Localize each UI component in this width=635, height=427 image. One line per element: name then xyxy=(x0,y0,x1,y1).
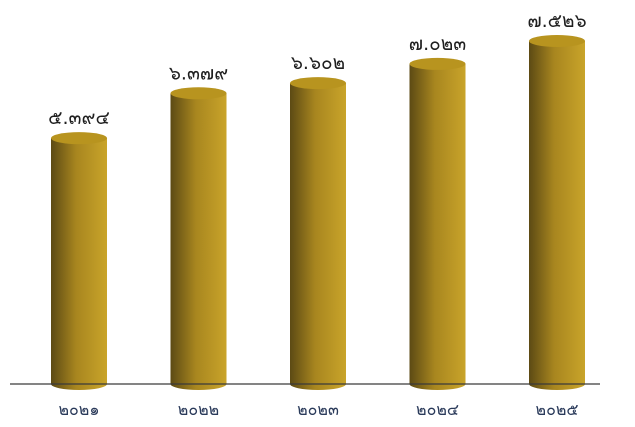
bar-top xyxy=(51,132,107,145)
bar-top xyxy=(409,57,466,70)
x-tick-label-3: ๒๐๒๓ xyxy=(297,400,339,419)
bar-body xyxy=(529,41,585,390)
value-label-3: ๖.๖๐๒ xyxy=(291,52,345,74)
bar-4 xyxy=(409,57,466,390)
bar-top xyxy=(170,87,227,100)
x-tick-label-4: ๒๐๒๔ xyxy=(416,400,459,419)
bar-body xyxy=(51,138,107,390)
bar-1 xyxy=(51,132,107,390)
bar-2 xyxy=(170,87,227,391)
bar-top xyxy=(290,77,346,90)
value-label-2: ๖.๓๗๙ xyxy=(169,62,228,84)
value-label-1: ๕.๓๙๔ xyxy=(48,107,110,129)
x-tick-label-2: ๒๐๒๒ xyxy=(178,400,219,419)
bar-5 xyxy=(529,35,585,390)
bar-3 xyxy=(290,77,346,391)
x-tick-label-5: ๒๐๒๕ xyxy=(536,400,579,419)
value-label-4: ๗.๐๒๓ xyxy=(409,33,466,55)
bars-group xyxy=(51,35,585,391)
bar-body xyxy=(409,63,466,390)
bar-top xyxy=(529,35,585,47)
bar-body xyxy=(170,93,227,391)
value-label-5: ๗.๕๒๖ xyxy=(527,10,586,32)
x-tick-label-1: ๒๐๒๑ xyxy=(58,400,99,419)
bar-body xyxy=(290,83,346,391)
